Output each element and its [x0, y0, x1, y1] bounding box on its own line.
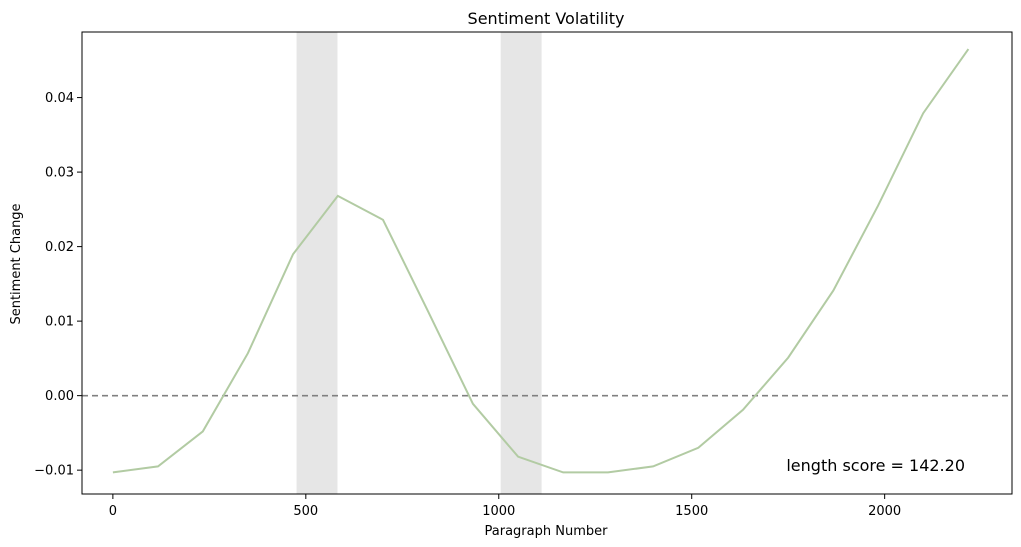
y-tick-label: 0.04 [45, 91, 74, 106]
series-layer [112, 48, 970, 474]
shaded-region-1 [296, 32, 338, 494]
chart-title: Sentiment Volatility [468, 9, 625, 28]
x-tick-label: 0 [109, 504, 117, 519]
y-tick-label: 0.03 [45, 166, 74, 181]
y-tick-label: 0.01 [45, 315, 74, 330]
x-tick-label: 500 [293, 504, 318, 519]
y-tick-label: −0.01 [34, 464, 74, 479]
shaded-regions [296, 32, 542, 494]
x-tick-label: 1500 [675, 504, 708, 519]
shaded-region-2 [500, 32, 542, 494]
x-axis-ticks: 0 500 1000 1500 2000 [109, 494, 901, 519]
y-tick-label: 0.02 [45, 240, 74, 255]
y-axis-title: Sentiment Change [9, 203, 24, 324]
x-tick-label: 2000 [868, 504, 901, 519]
y-axis-ticks: −0.01 0.00 0.01 0.02 0.03 0.04 [34, 91, 82, 479]
length-score-annotation: length score = 142.20 [786, 456, 965, 475]
y-tick-label: 0.00 [45, 389, 74, 404]
series-line-1 [112, 48, 970, 474]
x-tick-label: 1000 [482, 504, 515, 519]
plot-frame [81, 31, 1013, 495]
x-axis-title: Paragraph Number [485, 524, 609, 539]
